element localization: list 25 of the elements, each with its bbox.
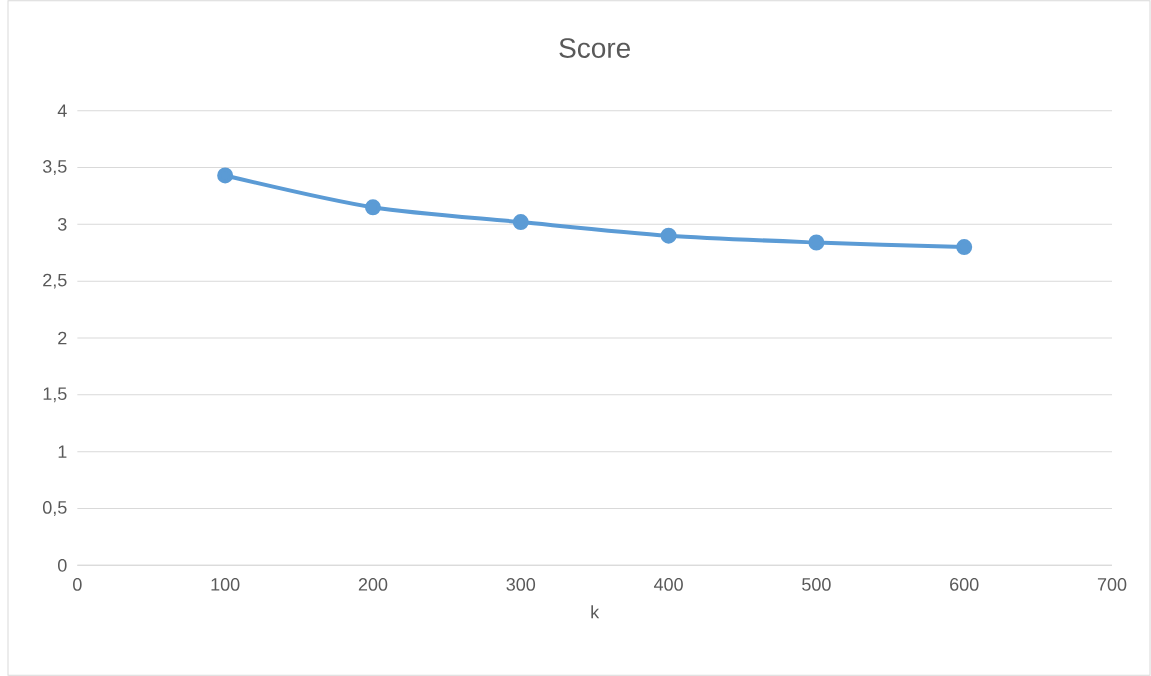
point [808, 234, 825, 251]
point [217, 167, 234, 184]
x-tick-label: 600 [950, 578, 979, 591]
point [512, 214, 529, 231]
y-tick-label: 3 [57, 217, 67, 231]
point [660, 227, 677, 244]
x-tick-label: 300 [506, 578, 536, 591]
chart-title: Score [559, 38, 630, 58]
x-tick-label: 0 [73, 578, 82, 591]
point [956, 239, 973, 256]
x-tick-label: 200 [358, 578, 388, 591]
y-tick-label: 2 [58, 331, 67, 345]
point [364, 199, 381, 216]
x-tick-label: 700 [1097, 578, 1127, 591]
x-tick-label: 400 [653, 578, 683, 591]
y-tick-label: 1 [58, 445, 67, 458]
x-axis-title: k [591, 605, 600, 619]
y-tick-label: 0 [58, 558, 67, 572]
y-tick-label: 3,5 [42, 160, 67, 175]
y-tick-label: 2,5 [43, 273, 67, 289]
x-tick-label: 500 [802, 578, 831, 591]
y-tick-label: 0,5 [42, 501, 67, 516]
y-tick-label: 1,5 [43, 387, 67, 403]
x-tick-label: 100 [211, 578, 240, 591]
y-tick-label: 4 [57, 104, 67, 117]
